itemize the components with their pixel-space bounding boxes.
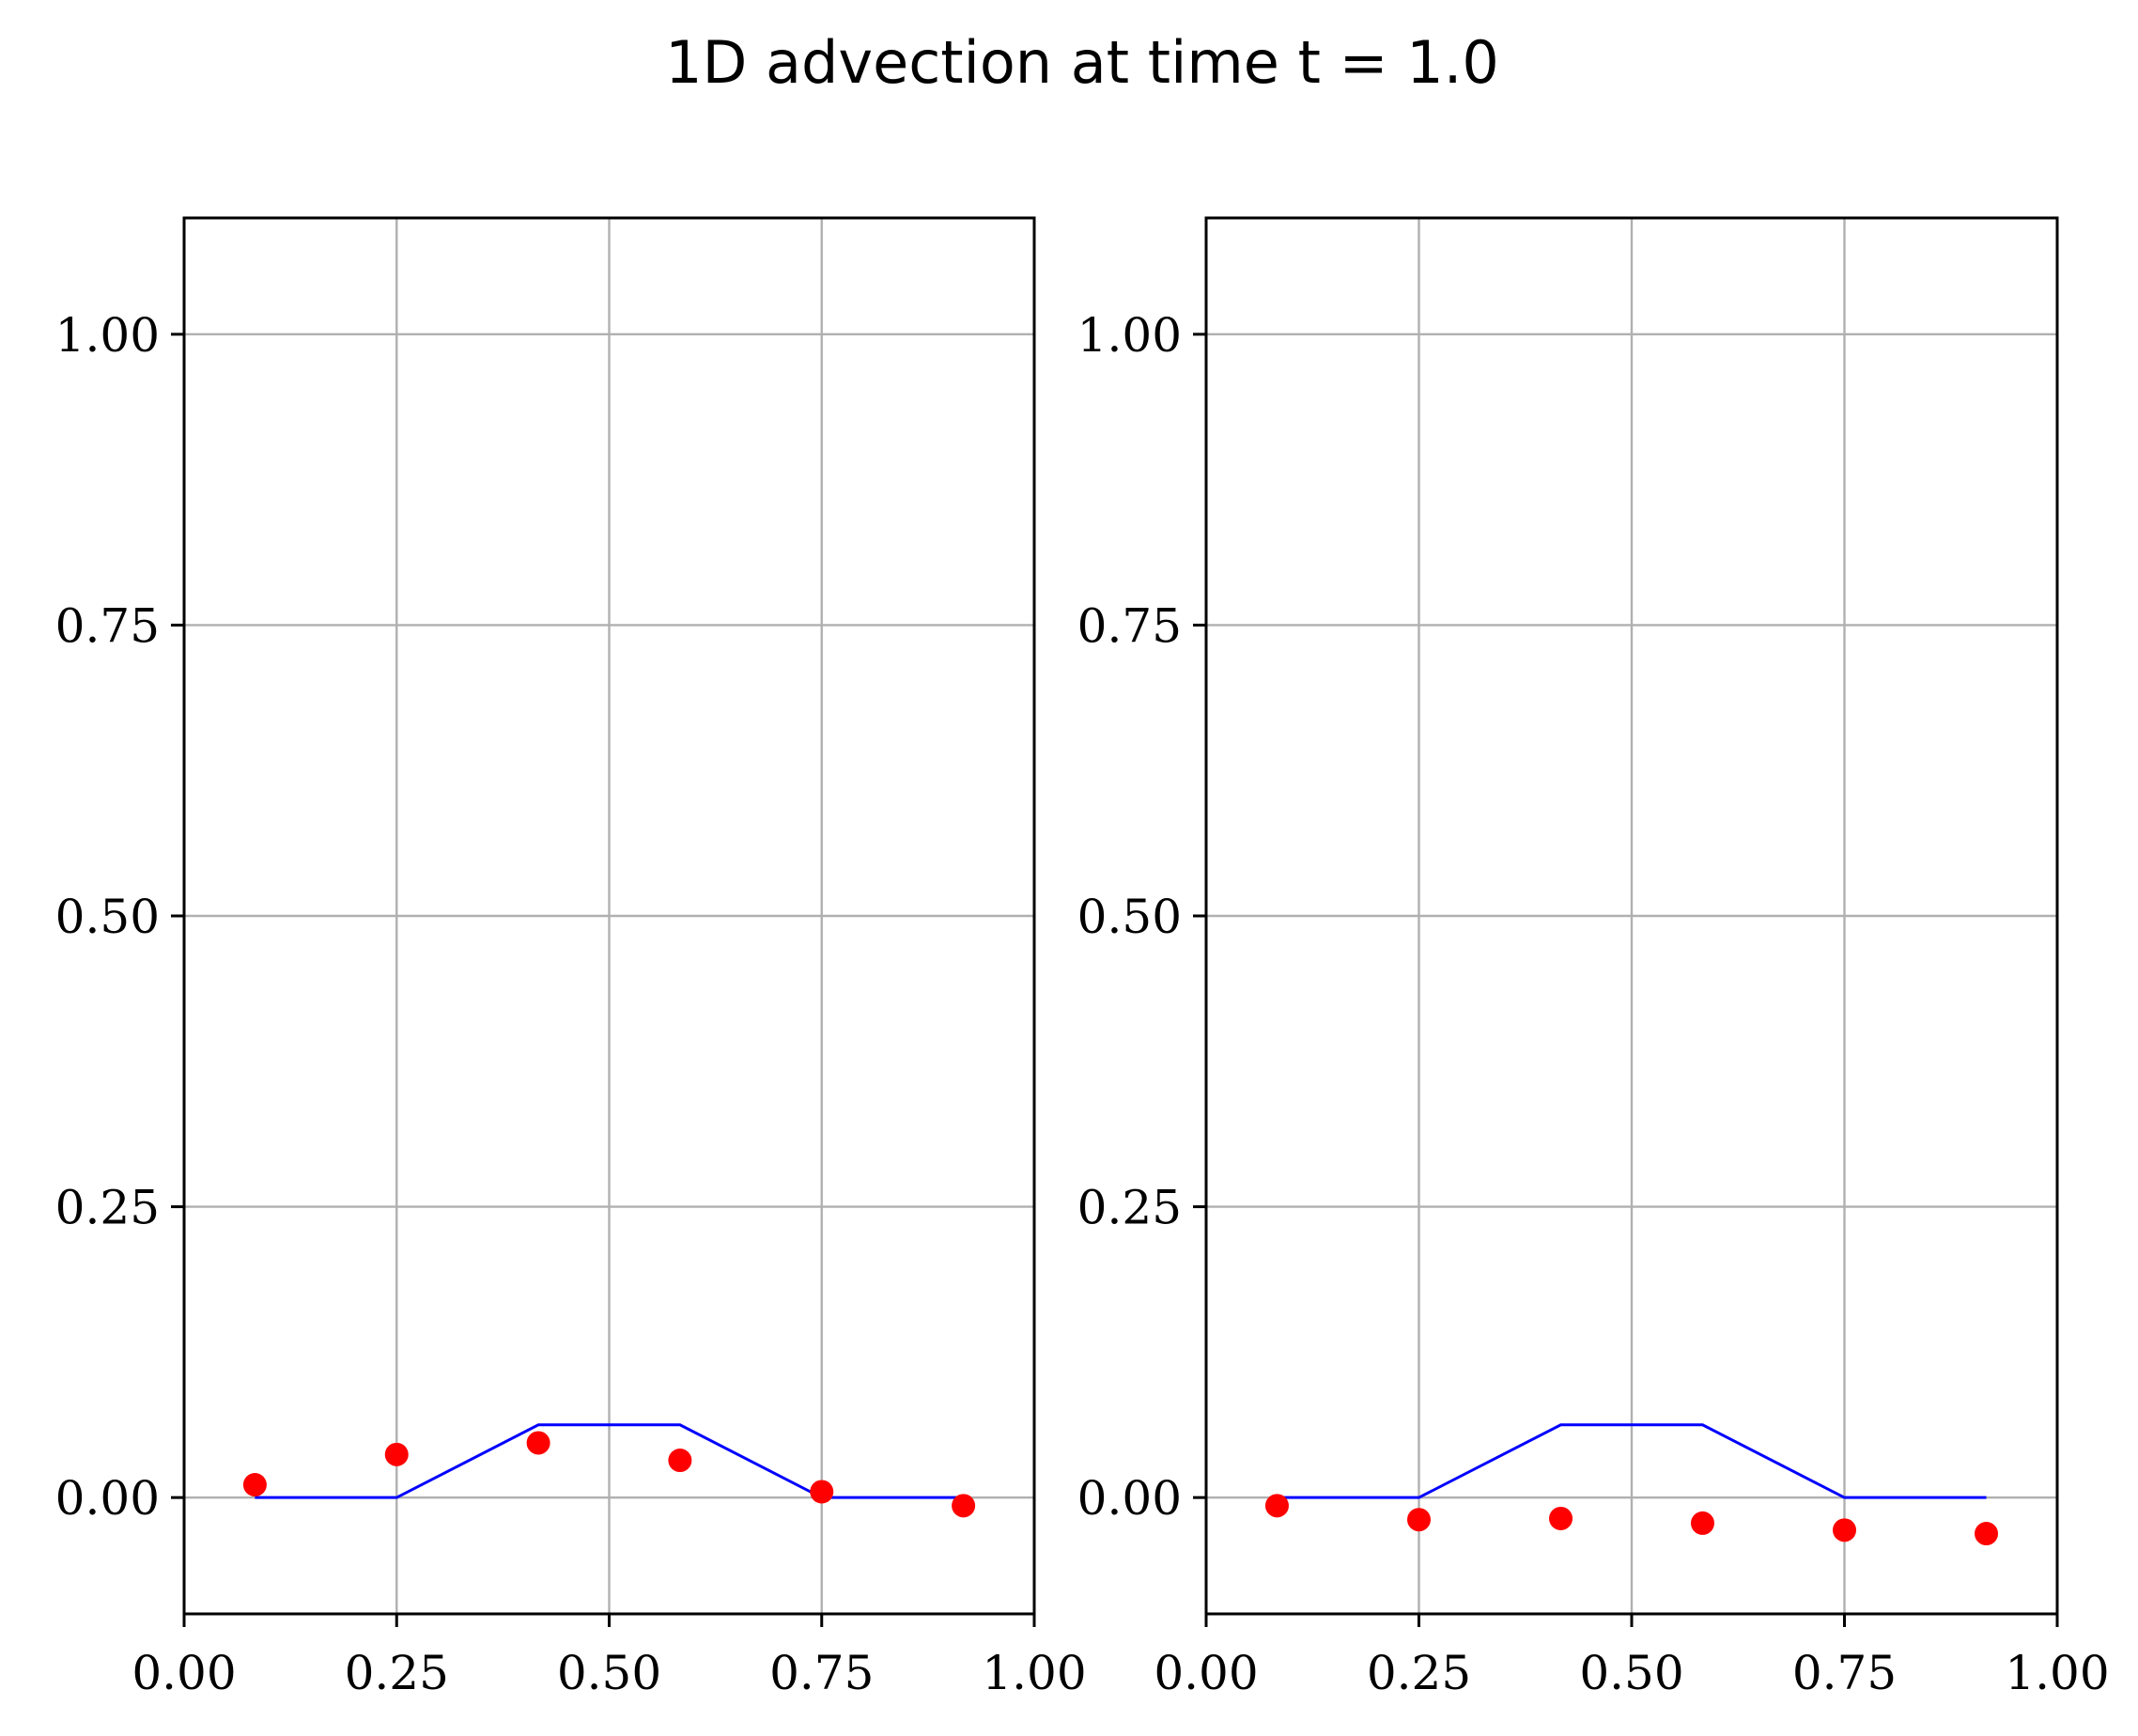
data-point bbox=[242, 1473, 267, 1497]
data-point bbox=[526, 1431, 550, 1455]
data-point bbox=[1690, 1511, 1714, 1535]
subplot-1: 0.00 0.25 0.50 0.75 1.00 0.00 0.25 0.50 0.75 1.00 bbox=[55, 216, 1087, 1700]
y-tick-label: 0.00 bbox=[55, 1471, 160, 1526]
data-point bbox=[1264, 1494, 1289, 1518]
x-tick-label: 0.75 bbox=[1792, 1646, 1897, 1700]
x-tick-label: 0.50 bbox=[557, 1646, 661, 1700]
subplots: 0.00 0.25 0.50 0.75 1.00 0.00 0.25 0.50 0.75 1.00… bbox=[55, 216, 2110, 1700]
figure-title: 1D advection at time t = 1.0 bbox=[665, 28, 1499, 97]
y-tick-label: 0.50 bbox=[1077, 890, 1182, 944]
x-tick-label: 0.00 bbox=[1154, 1646, 1258, 1700]
y-tick-label: 0.25 bbox=[55, 1181, 160, 1235]
data-point bbox=[668, 1449, 692, 1473]
x-tick-label: 0.50 bbox=[1579, 1646, 1683, 1700]
x-tick-label: 0.25 bbox=[1367, 1646, 1471, 1700]
series-line bbox=[1277, 1423, 1987, 1499]
y-tick-label: 1.00 bbox=[55, 308, 160, 363]
x-tick-label: 1.00 bbox=[2005, 1646, 2109, 1700]
y-tick-label: 0.75 bbox=[55, 598, 160, 653]
data-point bbox=[384, 1442, 409, 1466]
data-point bbox=[1975, 1522, 1999, 1546]
y-tick-label: 0.75 bbox=[1077, 598, 1182, 653]
y-tick-label: 0.25 bbox=[1077, 1181, 1182, 1235]
data-point bbox=[810, 1480, 834, 1504]
y-tick-label: 0.00 bbox=[1077, 1471, 1182, 1526]
data-point bbox=[952, 1494, 976, 1518]
data-point bbox=[1833, 1518, 1856, 1542]
subplot-2: 0.00 0.25 0.50 0.75 1.00 0.00 0.25 0.50 0.75 1.00 bbox=[1077, 216, 2110, 1700]
data-point bbox=[1407, 1508, 1431, 1532]
x-tick-label: 0.00 bbox=[132, 1646, 236, 1700]
x-tick-label: 0.25 bbox=[345, 1646, 449, 1700]
y-tick-label: 1.00 bbox=[1077, 308, 1182, 363]
series-line bbox=[255, 1423, 964, 1499]
data-point bbox=[1549, 1506, 1573, 1530]
y-tick-label: 0.50 bbox=[55, 890, 160, 944]
x-tick-label: 0.75 bbox=[769, 1646, 874, 1700]
x-tick-label: 1.00 bbox=[982, 1646, 1086, 1700]
